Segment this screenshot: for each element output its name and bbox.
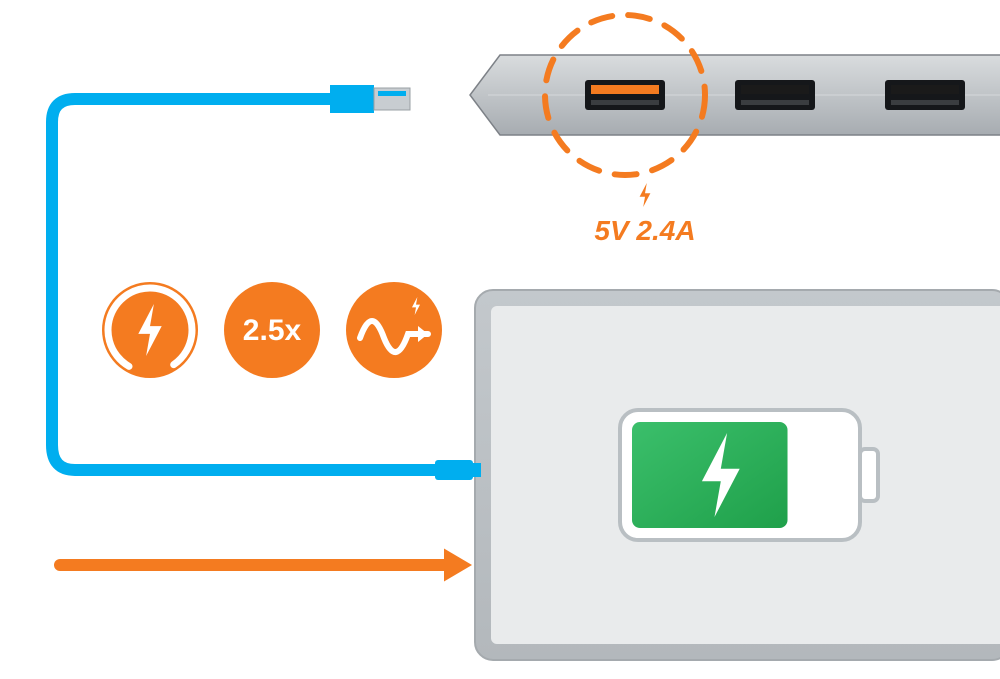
battery-icon <box>620 410 878 540</box>
port-spec-label: 5V 2.4A <box>594 215 695 246</box>
badge-1: 2.5x <box>224 282 320 378</box>
usb-port-2 <box>885 80 965 110</box>
badge-0 <box>93 273 208 388</box>
flow-arrow <box>60 549 472 582</box>
svg-text:2.5x: 2.5x <box>243 314 302 347</box>
usb-port-1 <box>735 80 815 110</box>
feature-badges: 2.5x <box>93 273 442 388</box>
usb-port-0 <box>585 80 665 110</box>
usb-a-plug <box>330 85 410 113</box>
device <box>475 290 1000 660</box>
micro-usb-plug <box>435 460 481 480</box>
badge-2 <box>346 282 442 378</box>
usb-hub <box>470 15 1000 207</box>
